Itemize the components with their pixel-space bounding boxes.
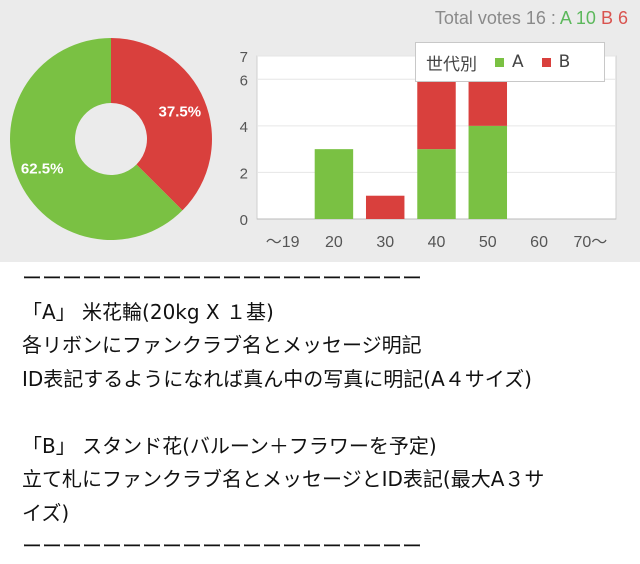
x-tick-label: 50	[479, 234, 497, 251]
post-blank-line	[22, 396, 632, 430]
pie-label-a: 62.5%	[21, 161, 64, 178]
poll-results-panel: Total votes 16 : A 10 B 6 37.5% 62.5% 0 2 4…	[0, 0, 640, 262]
x-tick-label: ～19	[266, 234, 300, 251]
y-tick-label: 6	[240, 72, 248, 89]
x-tick-label: 30	[376, 234, 394, 251]
post-line: ーーーーーーーーーーーーーーーーーーーー	[22, 534, 422, 558]
total-votes: Total votes 16 : A 10 B 6	[435, 8, 628, 29]
legend-title: 世代別	[426, 54, 477, 75]
post-line: ID表記するようになれば真ん中の写真に明記(A４サイズ)	[22, 366, 532, 391]
chart-legend: 世代別 A B	[415, 42, 605, 82]
bar-b-2	[365, 195, 405, 219]
post-body: ーーーーーーーーーーーーーーーーーーーー 「A」 米花輪(20kg X １基) 各リ…	[22, 262, 632, 564]
legend-label-a: A	[512, 52, 524, 72]
post-line: イズ)	[22, 500, 70, 525]
post-line: 「B」 スタンド花(バルーン＋フラワーを予定)	[22, 433, 437, 458]
legend-swatch-a	[495, 57, 504, 67]
pie-label-b: 37.5%	[159, 103, 202, 120]
x-tick-label: 40	[428, 234, 446, 251]
y-tick-label: 7	[240, 49, 248, 66]
post-line: 立て札にファンクラブ名とメッセージとID表記(最大A３サ	[22, 467, 545, 491]
x-tick-label: 20	[325, 234, 343, 251]
post-line: 各リボンにファンクラブ名とメッセージ明記	[22, 333, 422, 357]
post-line: ーーーーーーーーーーーーーーーーーーーー	[22, 266, 422, 290]
x-tick-label: 70～	[573, 234, 607, 251]
legend-swatch-b	[541, 57, 551, 67]
y-tick-label: 0	[240, 212, 248, 229]
y-tick-label: 2	[240, 165, 248, 182]
y-tick-label: 4	[240, 119, 248, 136]
pie-slice-b	[111, 38, 212, 211]
pie-slice-a	[9, 38, 183, 240]
bar-b-3	[417, 79, 456, 150]
bar-a-4	[468, 125, 508, 219]
post-line: 「A」 米花輪(20kg X １基)	[22, 299, 274, 324]
total-votes-prefix: Total votes 16 :	[434, 8, 560, 28]
legend-label-b: B	[558, 52, 571, 72]
x-tick-label: 60	[530, 234, 548, 251]
donut-chart: 37.5% 62.5%	[9, 38, 212, 240]
votes-b: B 6	[600, 8, 628, 28]
bar-a-3	[417, 149, 456, 219]
votes-a: A 10	[559, 8, 596, 28]
bar-a-1	[314, 149, 354, 219]
bar-b-4	[468, 79, 508, 126]
